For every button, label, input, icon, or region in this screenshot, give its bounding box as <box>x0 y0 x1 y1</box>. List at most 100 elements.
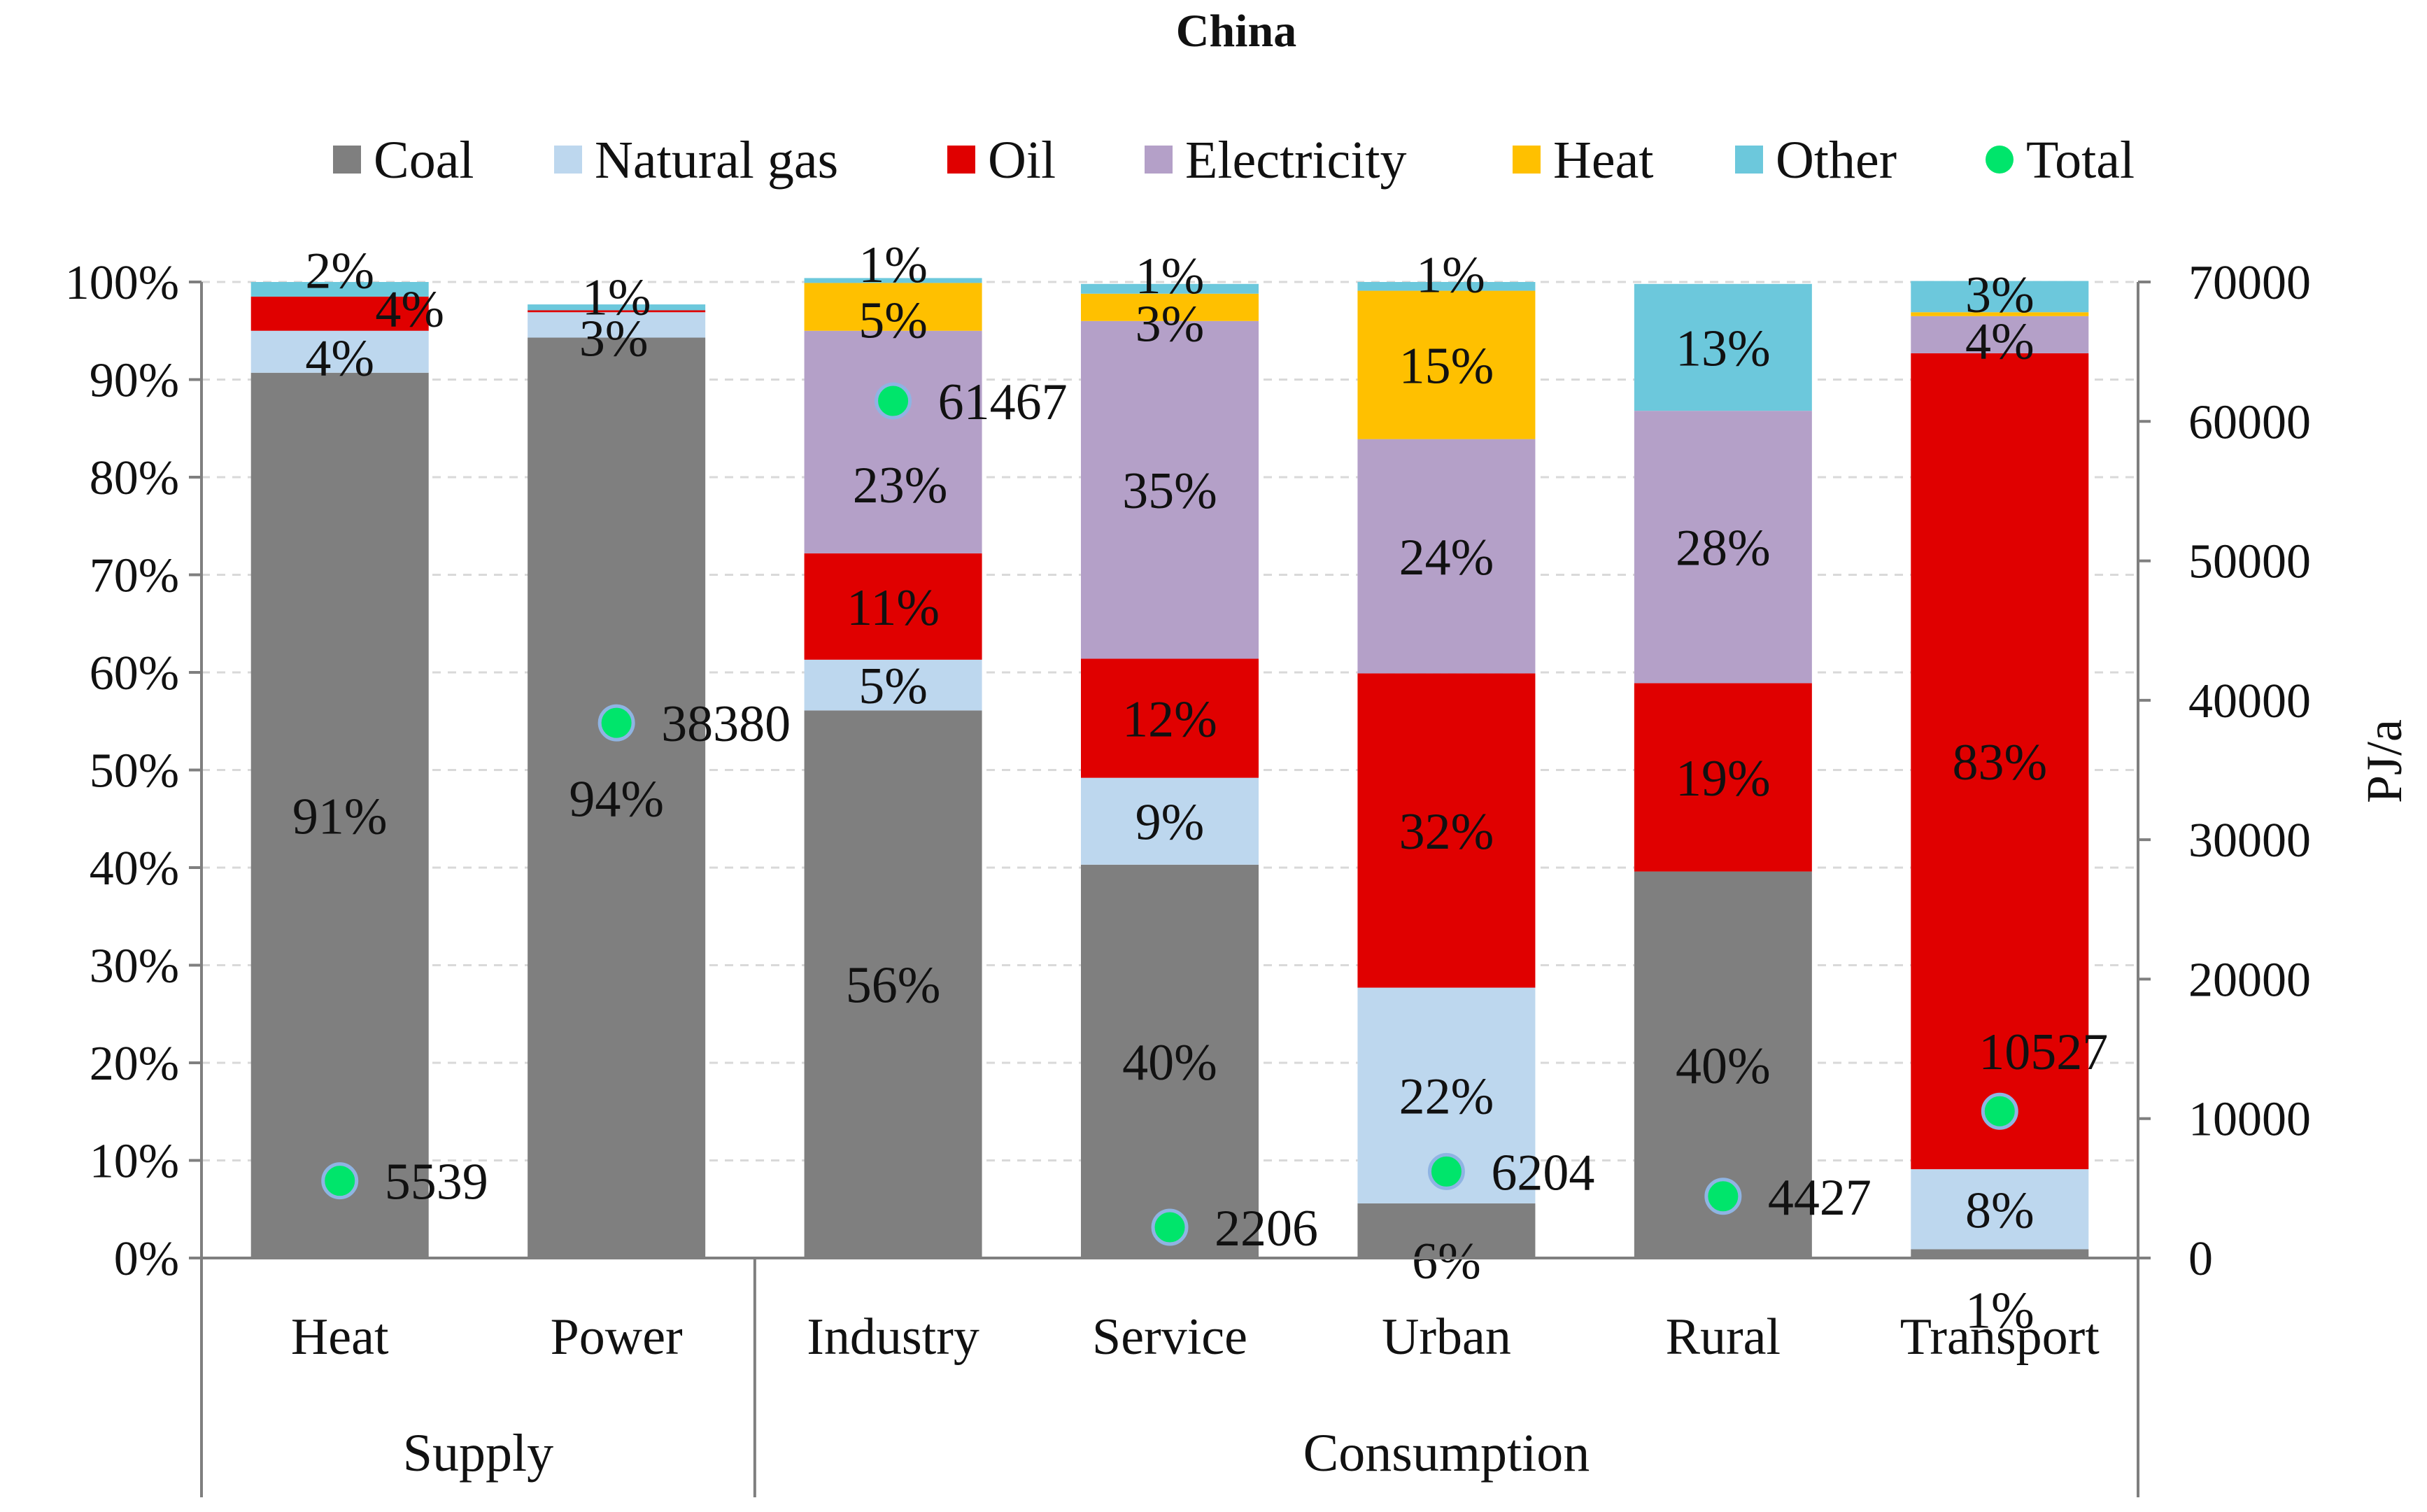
bar-industry-other <box>804 278 982 283</box>
data-label-transport-oil: 83% <box>1952 734 2047 791</box>
bar-service-oil <box>1081 658 1259 778</box>
legend-label-coal: Coal <box>374 131 474 190</box>
data-label-heat-coal: 91% <box>292 788 388 845</box>
data-label-rural-oil: 19% <box>1676 750 1771 807</box>
y-right-tick-label: 70000 <box>2188 256 2311 310</box>
chart-title: China <box>1176 6 1296 57</box>
group-label-supply: Supply <box>403 1424 553 1483</box>
x-tick-label-urban: Urban <box>1382 1308 1511 1366</box>
legend-label-electricity: Electricity <box>1185 131 1407 190</box>
bar-service-other <box>1081 283 1259 294</box>
data-label-heat-oil: 4% <box>375 281 444 338</box>
x-tick-label-transport: Transport <box>1900 1308 2100 1366</box>
y-right-tick-label: 30000 <box>2188 814 2311 868</box>
bar-industry-electricity <box>804 330 982 553</box>
y-left-tick-label: 70% <box>90 549 179 603</box>
bar-urban-coal <box>1357 1203 1536 1258</box>
y-left-tick-label: 20% <box>90 1037 179 1091</box>
y-left-tick-label: 50% <box>90 744 179 798</box>
data-label-industry-electricity: 23% <box>853 457 948 514</box>
legend-swatch-natural-gas <box>554 146 582 174</box>
bar-service-coal <box>1081 864 1259 1258</box>
y-left-tick-label: 30% <box>90 940 179 994</box>
total-label-heat: 5539 <box>385 1154 488 1211</box>
y-left-tick-label: 100% <box>65 256 179 310</box>
total-point-industry <box>875 382 912 420</box>
category-axis: Heat Power Industry Service Urban Rural Transp… <box>200 1258 2139 1497</box>
total-label-rural: 4427 <box>1768 1169 1871 1227</box>
legend-label-oil: Oil <box>988 131 1056 190</box>
data-label-power-natural-gas: 3% <box>579 310 649 367</box>
bar-rural-oil <box>1634 683 1812 872</box>
total-point-transport <box>1981 1092 2018 1130</box>
bar-power-natural-gas <box>528 312 706 338</box>
data-label-power-coal: 94% <box>569 770 664 828</box>
y-right-tick-label: 20000 <box>2188 953 2311 1007</box>
legend-label-other: Other <box>1776 131 1897 190</box>
segment-labels: 91%4%4%2%94%3%1%56%5%11%23%5%1%40%9%12%3… <box>292 236 2047 1340</box>
data-label-rural-coal: 40% <box>1676 1038 1771 1095</box>
x-tick-label-power: Power <box>551 1308 683 1366</box>
bar-heat-coal <box>250 372 429 1258</box>
bar-service-electricity <box>1081 320 1259 659</box>
x-tick-label-service: Service <box>1092 1308 1247 1366</box>
bar-transport-electricity <box>1911 316 2089 353</box>
legend-swatch-other <box>1735 146 1763 174</box>
bar-transport-coal <box>1911 1249 2089 1258</box>
total-point-power <box>597 704 635 742</box>
data-label-transport-natural-gas: 8% <box>1965 1182 2035 1239</box>
y-left-tick-label: 80% <box>90 451 179 505</box>
data-label-urban-coal: 6% <box>1412 1233 1481 1290</box>
bar-industry-oil <box>804 553 982 660</box>
legend-swatch-heat <box>1513 146 1541 174</box>
bar-power-other <box>528 304 706 311</box>
y-axis-right-title: PJ/a <box>2356 719 2412 803</box>
data-label-industry-oil: 11% <box>847 579 940 637</box>
total-label-industry: 61467 <box>938 374 1068 431</box>
data-label-power-other: 1% <box>582 269 651 326</box>
y-right-tick-label: 40000 <box>2188 674 2311 728</box>
data-label-service-oil: 12% <box>1122 691 1217 749</box>
legend: Coal Natural gas Oil Electricity Heat Other To… <box>333 131 2135 190</box>
data-label-transport-other: 3% <box>1965 267 2035 324</box>
total-point-heat <box>321 1162 359 1200</box>
total-markers: 5539 38380 61467 2206 6204 4427 10527 <box>321 374 2108 1257</box>
bar-service-heat <box>1081 293 1259 321</box>
data-label-urban-natural-gas: 22% <box>1399 1068 1494 1126</box>
bar-heat-other <box>250 282 429 297</box>
y-left-tick-label: 60% <box>90 647 179 700</box>
group-label-consumption: Consumption <box>1303 1424 1590 1483</box>
total-label-urban: 6204 <box>1491 1144 1594 1201</box>
legend-swatch-total <box>1986 146 2014 174</box>
total-label-service: 2206 <box>1215 1200 1318 1257</box>
total-point-urban <box>1427 1152 1465 1190</box>
bar-industry-coal <box>804 710 982 1258</box>
y-left-tick-label: 0% <box>114 1232 179 1286</box>
bar-transport-heat <box>1911 312 2089 316</box>
axes: 0% 10% 20% 30% 40% 50% 60% 70% 80% 90% 100% 0 10000 2… <box>65 256 2311 1286</box>
bar-urban-other <box>1357 282 1536 291</box>
y-right-tick-label: 10000 <box>2188 1093 2311 1147</box>
y-right-tick-label: 50000 <box>2188 535 2311 589</box>
data-label-transport-electricity: 4% <box>1965 313 2035 370</box>
data-label-service-other: 1% <box>1135 248 1205 305</box>
data-label-service-heat: 3% <box>1135 295 1205 353</box>
bar-urban-heat <box>1357 290 1536 439</box>
legend-label-natural-gas: Natural gas <box>595 131 838 190</box>
data-label-rural-other: 13% <box>1676 320 1771 377</box>
data-label-urban-heat: 15% <box>1399 338 1494 395</box>
bar-transport-oil <box>1911 353 2089 1170</box>
bars <box>250 278 2089 1258</box>
data-label-urban-oil: 32% <box>1399 803 1494 861</box>
data-label-industry-heat: 5% <box>858 292 928 350</box>
data-label-service-electricity: 35% <box>1122 462 1217 520</box>
data-label-heat-natural-gas: 4% <box>305 330 374 388</box>
legend-swatch-coal <box>333 146 361 174</box>
y-right-tick-label: 60000 <box>2188 395 2311 449</box>
bar-urban-oil <box>1357 673 1536 988</box>
y-left-tick-label: 40% <box>90 842 179 896</box>
x-tick-label-heat: Heat <box>291 1308 389 1366</box>
bar-service-natural-gas <box>1081 777 1259 865</box>
data-label-industry-coal: 56% <box>846 957 941 1015</box>
